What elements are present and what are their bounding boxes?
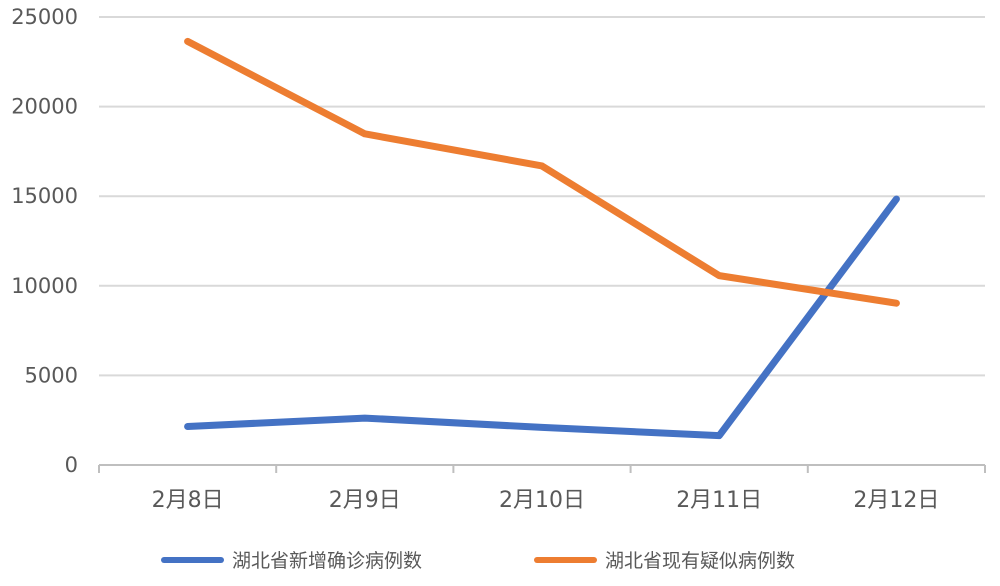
x-axis-label-4: 2月12日 <box>853 488 939 513</box>
y-axis-label-0: 0 <box>65 453 78 477</box>
legend-item-existing-suspected: 湖北省现有疑似病例数 <box>534 546 795 573</box>
y-axis-label-5000: 5000 <box>25 363 78 387</box>
x-axis-label-0: 2月8日 <box>152 488 224 513</box>
x-axis-label-3: 2月11日 <box>676 488 762 513</box>
y-axis-label-20000: 20000 <box>11 95 78 119</box>
y-axis-label-10000: 10000 <box>11 274 78 298</box>
legend-line-swatch-orange <box>534 556 597 563</box>
chart-legend: 湖北省新增确诊病例数 湖北省现有疑似病例数 <box>0 546 978 573</box>
legend-label-new-confirmed: 湖北省新增确诊病例数 <box>231 550 422 572</box>
y-axis-label-25000: 25000 <box>11 5 78 29</box>
y-axis-label-15000: 15000 <box>11 184 78 208</box>
series-line-1 <box>184 37 900 307</box>
legend-line-swatch-blue <box>160 556 224 563</box>
legend-label-existing-suspected: 湖北省现有疑似病例数 <box>605 550 796 572</box>
x-axis-label-2: 2月10日 <box>499 488 585 513</box>
legend-item-new-confirmed: 湖北省新增确诊病例数 <box>160 546 422 573</box>
x-axis-label-1: 2月9日 <box>329 488 401 513</box>
series-line-0 <box>184 195 900 440</box>
